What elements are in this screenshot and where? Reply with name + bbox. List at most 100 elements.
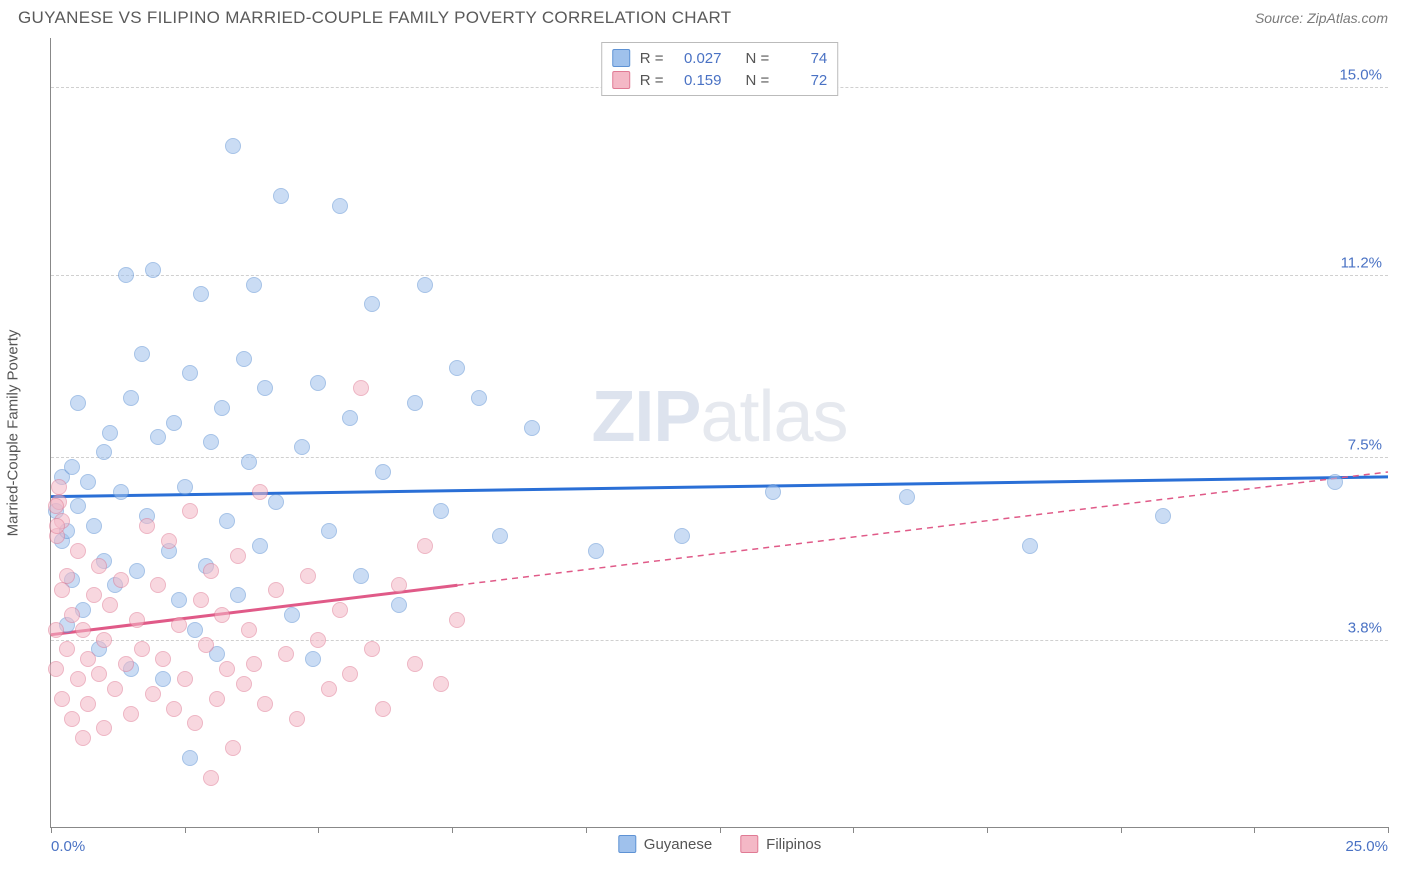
- data-point: [139, 518, 155, 534]
- data-point: [113, 572, 129, 588]
- gridline: [51, 640, 1388, 641]
- data-point: [375, 464, 391, 480]
- data-point: [353, 380, 369, 396]
- swatch-filipinos: [612, 71, 630, 89]
- y-grid-label: 3.8%: [1348, 619, 1382, 636]
- data-point: [129, 612, 145, 628]
- data-point: [80, 474, 96, 490]
- data-point: [75, 730, 91, 746]
- data-point: [91, 558, 107, 574]
- x-tick: [987, 827, 988, 833]
- data-point: [471, 390, 487, 406]
- data-point: [364, 296, 380, 312]
- x-tick: [720, 827, 721, 833]
- data-point: [171, 617, 187, 633]
- y-grid-label: 15.0%: [1339, 67, 1382, 84]
- data-point: [332, 198, 348, 214]
- data-point: [80, 696, 96, 712]
- data-point: [219, 661, 235, 677]
- data-point: [321, 523, 337, 539]
- data-point: [899, 489, 915, 505]
- plot-area: 3.8%7.5%11.2%15.0%: [51, 38, 1388, 827]
- data-point: [155, 671, 171, 687]
- data-point: [70, 671, 86, 687]
- data-point: [182, 503, 198, 519]
- data-point: [449, 612, 465, 628]
- data-point: [252, 484, 268, 500]
- data-point: [241, 622, 257, 638]
- data-point: [91, 666, 107, 682]
- data-point: [342, 666, 358, 682]
- data-point: [407, 395, 423, 411]
- data-point: [674, 528, 690, 544]
- data-point: [166, 415, 182, 431]
- x-tick: [1254, 827, 1255, 833]
- data-point: [70, 498, 86, 514]
- data-point: [214, 400, 230, 416]
- data-point: [236, 676, 252, 692]
- data-point: [1327, 474, 1343, 490]
- data-point: [107, 681, 123, 697]
- chart-header: GUYANESE VS FILIPINO MARRIED-COUPLE FAMI…: [0, 0, 1406, 32]
- data-point: [417, 538, 433, 554]
- data-point: [193, 286, 209, 302]
- data-point: [59, 641, 75, 657]
- data-point: [433, 676, 449, 692]
- data-point: [391, 597, 407, 613]
- x-axis-max-label: 25.0%: [1345, 838, 1388, 855]
- series-legend: Guyanese Filipinos: [618, 835, 821, 853]
- data-point: [75, 622, 91, 638]
- swatch-icon: [618, 835, 636, 853]
- data-point: [166, 701, 182, 717]
- legend-r-label: R =: [640, 72, 664, 89]
- data-point: [230, 587, 246, 603]
- gridline: [51, 275, 1388, 276]
- data-point: [342, 410, 358, 426]
- data-point: [54, 582, 70, 598]
- data-point: [102, 425, 118, 441]
- data-point: [236, 351, 252, 367]
- data-point: [59, 568, 75, 584]
- data-point: [433, 503, 449, 519]
- legend-n-label: N =: [746, 72, 770, 89]
- legend-n-value-guyanese: 74: [779, 50, 827, 67]
- data-point: [129, 563, 145, 579]
- x-tick: [51, 827, 52, 833]
- legend-item-guyanese: Guyanese: [618, 835, 712, 853]
- data-point: [96, 720, 112, 736]
- legend-n-label: N =: [746, 50, 770, 67]
- data-point: [123, 706, 139, 722]
- data-point: [230, 548, 246, 564]
- data-point: [417, 277, 433, 293]
- data-point: [1155, 508, 1171, 524]
- data-point: [118, 656, 134, 672]
- chart-title: GUYANESE VS FILIPINO MARRIED-COUPLE FAMI…: [18, 8, 731, 28]
- data-point: [203, 434, 219, 450]
- data-point: [145, 262, 161, 278]
- data-point: [203, 770, 219, 786]
- data-point: [284, 607, 300, 623]
- data-point: [64, 711, 80, 727]
- legend-n-value-filipinos: 72: [779, 72, 827, 89]
- y-axis-label: Married-Couple Family Poverty: [5, 329, 22, 536]
- data-point: [187, 715, 203, 731]
- x-tick: [1388, 827, 1389, 833]
- data-point: [49, 518, 65, 534]
- correlation-legend: R = 0.027 N = 74 R = 0.159 N = 72: [601, 42, 839, 96]
- data-point: [203, 563, 219, 579]
- data-point: [225, 138, 241, 154]
- data-point: [150, 577, 166, 593]
- data-point: [1022, 538, 1038, 554]
- y-grid-label: 11.2%: [1341, 254, 1382, 271]
- data-point: [86, 587, 102, 603]
- data-point: [246, 277, 262, 293]
- data-point: [80, 651, 96, 667]
- data-point: [492, 528, 508, 544]
- legend-row-filipinos: R = 0.159 N = 72: [612, 69, 828, 91]
- data-point: [219, 513, 235, 529]
- data-point: [257, 380, 273, 396]
- data-point: [150, 429, 166, 445]
- data-point: [310, 375, 326, 391]
- data-point: [252, 538, 268, 554]
- data-point: [51, 479, 67, 495]
